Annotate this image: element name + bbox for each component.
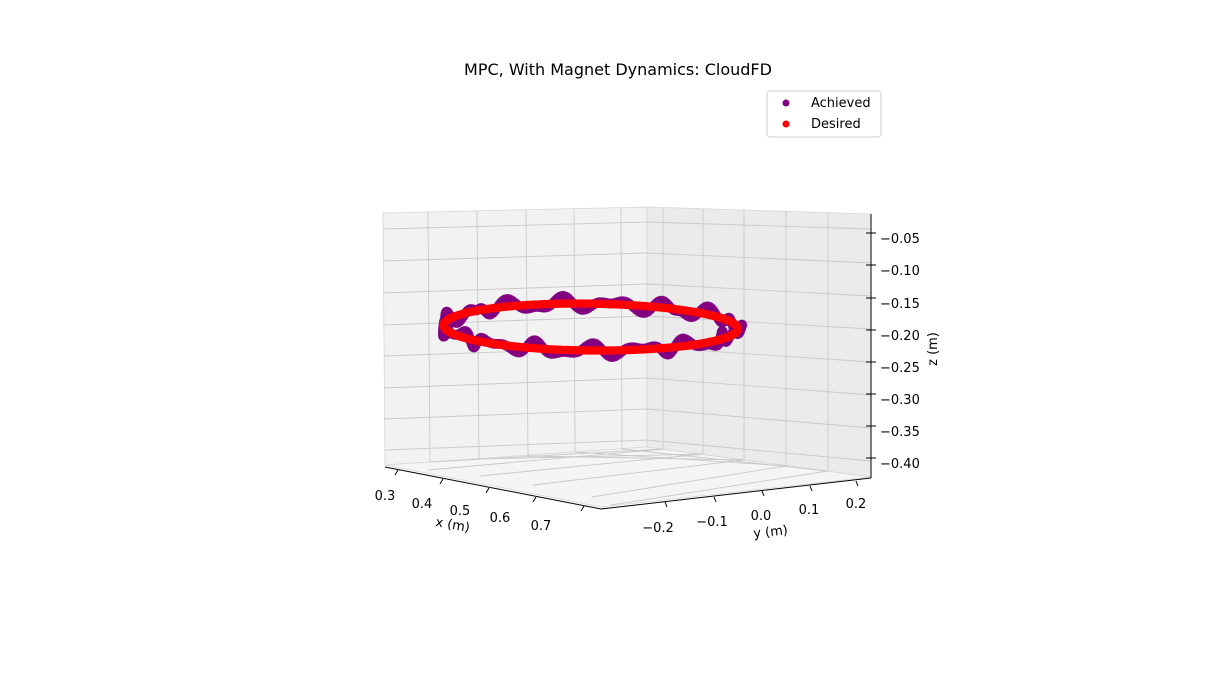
- legend-marker-desired: [782, 120, 790, 128]
- grid-line: [427, 448, 664, 471]
- grid-line: [527, 455, 745, 461]
- y-tick-mark: [855, 480, 859, 487]
- y-tick-mark: [713, 496, 717, 503]
- legend-label-achieved: Achieved: [811, 96, 871, 111]
- series-desired: [439, 299, 742, 355]
- grid-line: [646, 252, 872, 264]
- chart-title: MPC, With Magnet Dynamics: CloudFD: [464, 60, 772, 79]
- grid-line: [646, 408, 872, 429]
- back-pane-left: [382, 206, 648, 466]
- y-tick-label: 0.0: [751, 509, 772, 524]
- grid-line: [382, 252, 648, 262]
- z-tick-label: −0.20: [880, 329, 920, 344]
- grid-line: [532, 459, 745, 486]
- x-axis-line: [384, 466, 602, 510]
- grid-line: [646, 221, 872, 230]
- z-tick-label: −0.30: [880, 393, 920, 408]
- z-tick-label: −0.40: [880, 457, 920, 472]
- grid-line: [383, 408, 648, 420]
- grid-line: [573, 208, 576, 453]
- grid-line: [591, 465, 787, 498]
- y-axis-ticks: −0.2 −0.1 0.0 0.1 0.2 y (m): [642, 480, 867, 542]
- y-tick-label: 0.1: [799, 503, 820, 518]
- y-tick-mark: [761, 490, 765, 497]
- series-layer: [437, 290, 747, 363]
- legend-label-desired: Desired: [811, 117, 861, 132]
- x-axis-label: x (m): [434, 515, 471, 536]
- x-tick-mark: [532, 496, 537, 503]
- z-axis-label: z (m): [926, 332, 941, 366]
- z-tick-label: −0.15: [880, 297, 920, 312]
- grid-line: [621, 448, 829, 472]
- x-tick-label: 0.6: [490, 511, 511, 526]
- data-point: [578, 346, 587, 355]
- y-tick-mark: [809, 485, 813, 492]
- z-axis-ticks: −0.05 −0.10 −0.15 −0.20 −0.25 −0.30 −0.3…: [866, 232, 941, 472]
- legend: Achieved Desired: [766, 90, 882, 138]
- y-tick-mark: [664, 501, 668, 508]
- z-tick-label: −0.05: [880, 232, 920, 247]
- y-tick-label: −0.2: [642, 521, 674, 536]
- x-tick-mark: [485, 487, 490, 494]
- y-axis-label: y (m): [753, 523, 789, 542]
- x-tick-label: 0.4: [412, 497, 433, 512]
- grid-line: [525, 209, 529, 457]
- grid-line: [574, 451, 787, 467]
- grid-line: [646, 439, 872, 462]
- y-tick-label: −0.1: [696, 515, 728, 530]
- legend-marker-achieved: [782, 99, 790, 107]
- y-tick-label: 0.2: [846, 497, 867, 512]
- grid-line: [382, 221, 648, 230]
- x-tick-label: 0.7: [531, 519, 552, 534]
- grid-line: [610, 470, 829, 506]
- grid-line: [383, 377, 648, 389]
- grid-line: [382, 315, 648, 326]
- grid-line: [646, 283, 872, 297]
- grid-line: [646, 377, 872, 396]
- x-axis-ticks: 0.3 0.4 0.5 0.6 0.7 x (m): [375, 469, 585, 536]
- legend-box: [766, 90, 882, 138]
- grid-line: [384, 439, 648, 451]
- z-tick-label: −0.10: [880, 264, 920, 279]
- grid-line: [620, 207, 623, 450]
- z-tick-label: −0.25: [880, 361, 920, 376]
- grid-line: [382, 283, 648, 294]
- grid-line: [479, 453, 704, 477]
- x-tick-label: 0.5: [450, 504, 471, 519]
- x-tick-mark: [394, 469, 399, 476]
- x-tick-label: 0.3: [375, 489, 396, 504]
- axes-3d-grid: [382, 207, 872, 506]
- y-axis-line: [600, 477, 872, 510]
- grid-line: [429, 448, 664, 463]
- x-tick-mark: [580, 505, 585, 512]
- z-tick-label: −0.35: [880, 425, 920, 440]
- axes-3d-lines: [384, 214, 872, 510]
- x-tick-mark: [439, 478, 444, 485]
- grid-line: [478, 453, 704, 460]
- grid-line: [427, 211, 431, 463]
